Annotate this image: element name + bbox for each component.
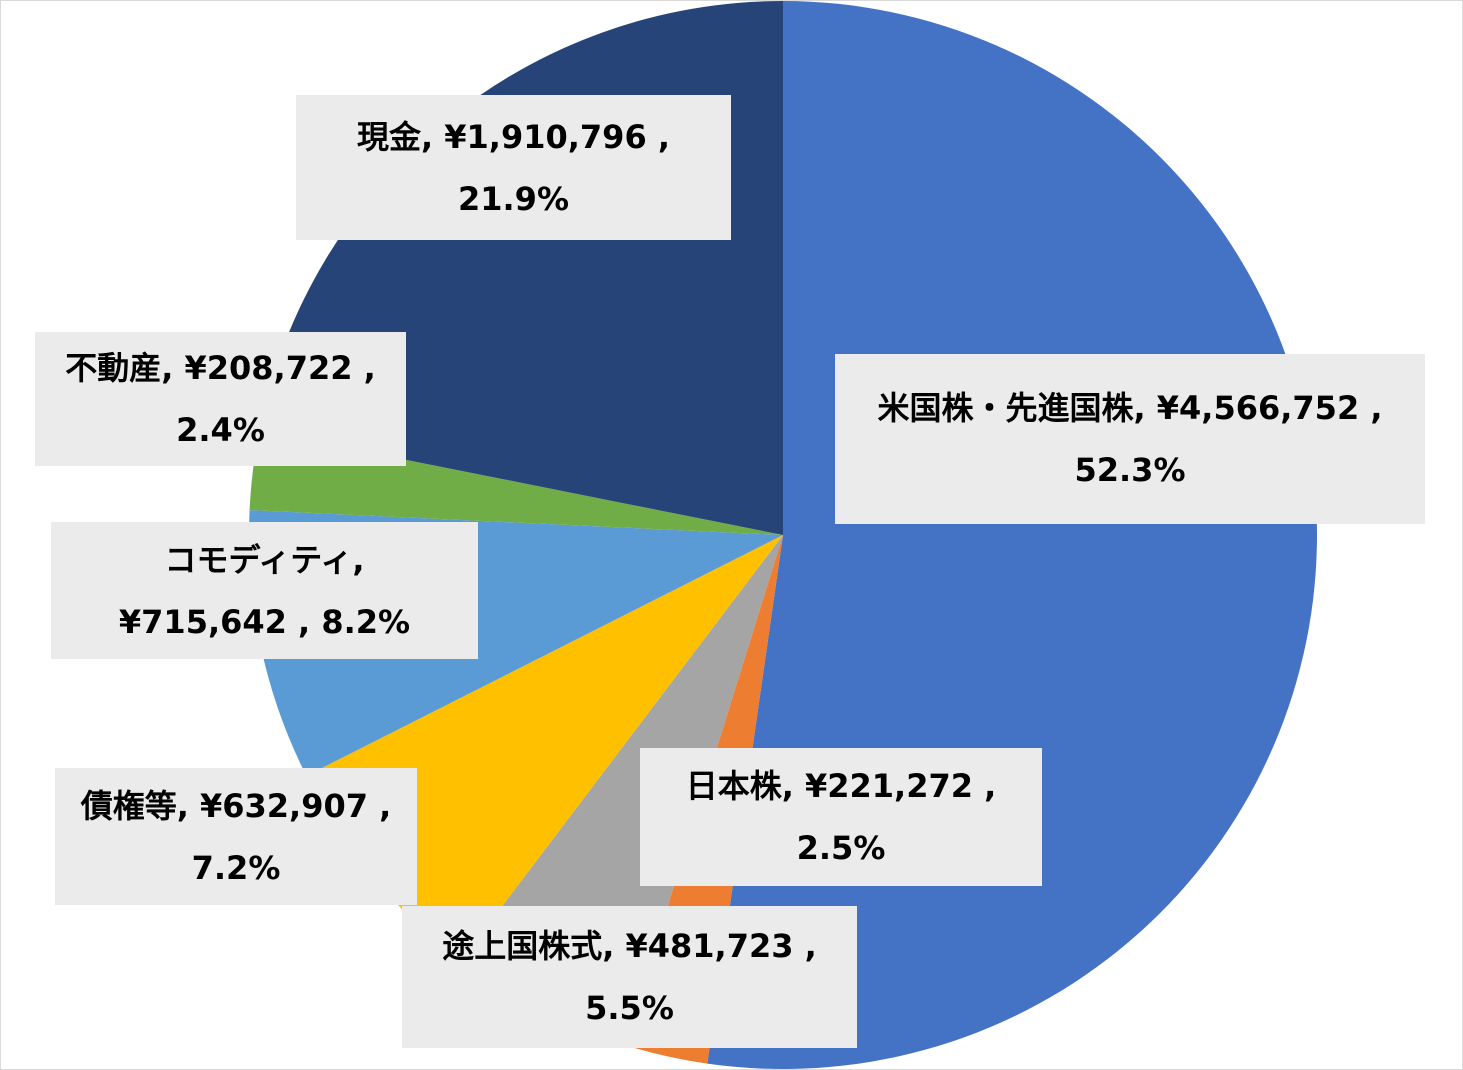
- data-label-us-developed-stocks: 米国株・先進国株, ¥4,566,752 , 52.3%: [835, 354, 1425, 524]
- data-label-cash-line2: 21.9%: [457, 179, 569, 218]
- data-label-bond-line1: 債権等, ¥632,907 ,: [80, 786, 392, 825]
- data-label-jp-line2: 2.5%: [796, 829, 886, 867]
- data-label-commodity-line1: コモディティ,: [164, 540, 365, 579]
- data-label-us-line1: 米国株・先進国株, ¥4,566,752 ,: [877, 389, 1383, 427]
- data-label-cash: 現金, ¥1,910,796 , 21.9%: [296, 95, 731, 240]
- data-label-jp-line1: 日本株, ¥221,272 ,: [685, 767, 997, 805]
- data-label-us-line2: 52.3%: [1074, 451, 1186, 489]
- data-label-cash-line1: 現金, ¥1,910,796 ,: [356, 117, 671, 156]
- data-label-realestate-line2: 2.4%: [176, 411, 265, 449]
- data-label-commodity-line2: ¥715,642 , 8.2%: [118, 602, 411, 641]
- data-label-real-estate: 不動産, ¥208,722 , 2.4%: [35, 332, 406, 466]
- data-label-japan-stocks: 日本株, ¥221,272 , 2.5%: [640, 748, 1042, 886]
- data-label-commodity: コモディティ, ¥715,642 , 8.2%: [51, 522, 478, 659]
- data-label-bonds: 債権等, ¥632,907 , 7.2%: [55, 768, 417, 905]
- pie-slice-3: [306, 535, 783, 961]
- data-label-realestate-line1: 不動産, ¥208,722 ,: [65, 349, 376, 387]
- data-label-em-line2: 5.5%: [585, 989, 674, 1027]
- data-label-emerging-stocks: 途上国株式, ¥481,723 , 5.5%: [402, 906, 857, 1048]
- data-label-em-line1: 途上国株式, ¥481,723 ,: [442, 927, 817, 965]
- data-label-bond-line2: 7.2%: [191, 848, 281, 887]
